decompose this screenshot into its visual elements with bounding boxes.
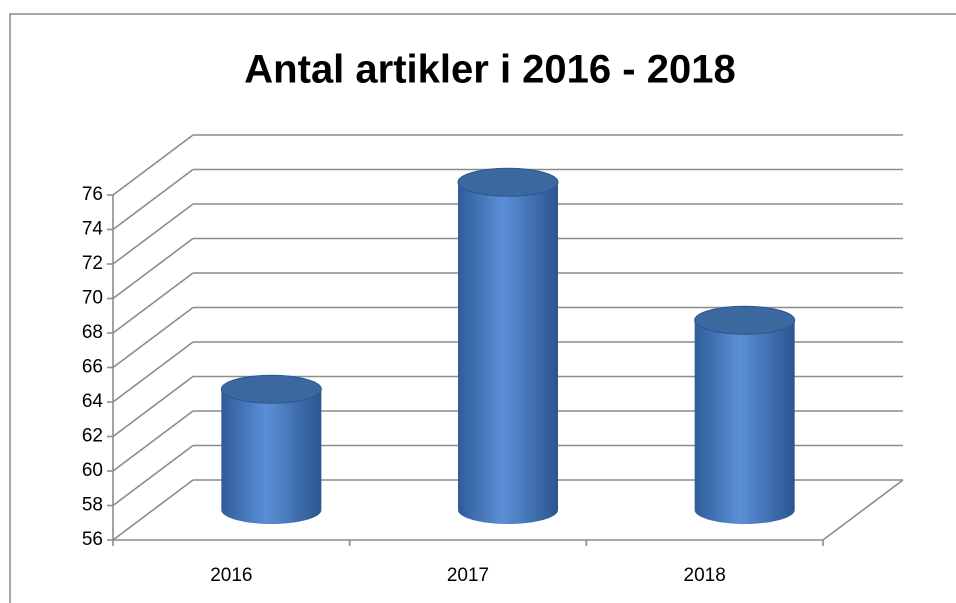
y-tick-label: 68 bbox=[82, 322, 103, 343]
chart-title: Antal artikler i 2016 - 2018 bbox=[244, 48, 735, 92]
grid-line bbox=[112, 134, 194, 196]
y-tick-label: 58 bbox=[82, 495, 103, 516]
grid-line bbox=[112, 375, 194, 438]
grid-line bbox=[112, 168, 194, 231]
grid-line bbox=[112, 444, 194, 507]
cylinder-body bbox=[221, 389, 322, 524]
grid-line bbox=[112, 479, 194, 541]
x-tick-label: 2018 bbox=[684, 565, 726, 586]
floor-edge bbox=[822, 479, 904, 541]
y-tick-label: 56 bbox=[82, 529, 103, 550]
cylinder-body bbox=[458, 182, 558, 524]
x-tick-label: 2017 bbox=[447, 565, 489, 586]
grid-line bbox=[112, 410, 194, 472]
y-tick-label: 62 bbox=[82, 426, 103, 447]
y-tick-label: 70 bbox=[82, 288, 103, 309]
bar bbox=[694, 305, 796, 524]
cylinder-top-shade bbox=[694, 306, 795, 335]
x-tick-label: 2016 bbox=[210, 565, 252, 586]
chart-border bbox=[9, 13, 956, 603]
bar bbox=[457, 167, 559, 524]
grid-line bbox=[112, 341, 194, 403]
y-tick-label: 60 bbox=[82, 460, 103, 481]
cylinder-top bbox=[220, 374, 322, 404]
cylinder-top-shade bbox=[221, 375, 322, 404]
y-tick-label: 74 bbox=[82, 219, 104, 240]
cylinder-body bbox=[694, 320, 795, 524]
grid-line bbox=[112, 203, 194, 265]
cylinder-top bbox=[457, 167, 559, 197]
grid-line bbox=[112, 237, 194, 300]
cylinder-top bbox=[694, 305, 796, 335]
y-tick-label: 76 bbox=[82, 184, 103, 205]
y-tick-label: 72 bbox=[82, 253, 103, 274]
grid-line bbox=[112, 306, 194, 369]
grid-line bbox=[112, 272, 194, 334]
y-tick-label: 64 bbox=[82, 391, 104, 412]
cylinder-top-shade bbox=[458, 168, 558, 197]
bar bbox=[220, 374, 322, 524]
y-tick-label: 66 bbox=[82, 357, 103, 378]
